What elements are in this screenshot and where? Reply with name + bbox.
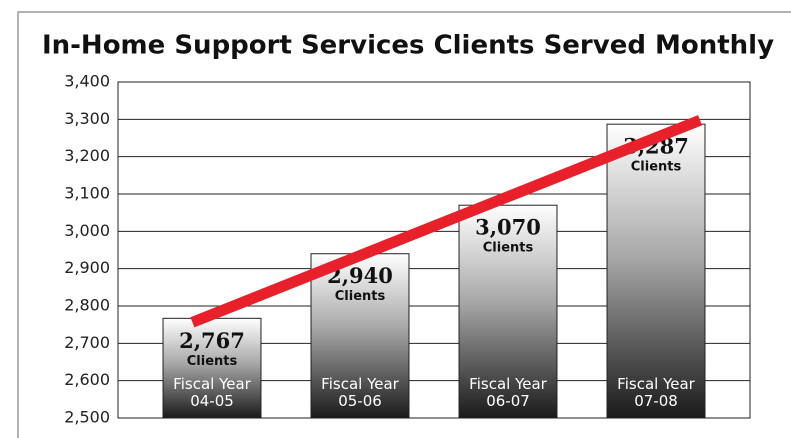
x-tick-label: Fiscal Year 04-05 [173,376,251,410]
y-tick-label: 3,400 [64,72,110,91]
value-label: 3,070 [475,215,541,240]
y-tick-label: 2,500 [64,408,110,427]
x-tick-label: Fiscal Year 07-08 [617,376,695,410]
value-unit: Clients [335,289,386,304]
x-tick-label: Fiscal Year 05-06 [321,376,399,410]
value-unit: Clients [187,354,238,369]
y-tick-label: 2,800 [64,296,110,315]
bar [162,317,262,419]
y-tick-label: 2,900 [64,258,110,277]
frame [17,11,791,438]
x-tick-label-box: Fiscal Year 04-05 [173,376,251,410]
value-unit: Clients [483,241,534,256]
y-tick-label: 3,300 [64,109,110,128]
y-tick-label: 2,700 [64,333,110,352]
trend-line [190,115,703,328]
chart-title: In-Home Support Services Clients Served … [42,31,774,61]
y-tick-label: 3,000 [64,221,110,240]
x-tick-label-box: Fiscal Year 05-06 [321,376,399,410]
x-tick-label: Fiscal Year 06-07 [469,376,547,410]
value-label: 2,767 [179,328,245,353]
bar [458,204,558,419]
y-tick-label: 2,600 [64,370,110,389]
bar [606,123,706,419]
y-tick-label: 3,100 [64,184,110,203]
bar [310,253,410,419]
y-tick-label: 3,200 [64,146,110,165]
x-tick-label-box: Fiscal Year 06-07 [469,376,547,410]
value-unit: Clients [631,160,682,175]
x-tick-label-box: Fiscal Year 07-08 [617,376,695,410]
